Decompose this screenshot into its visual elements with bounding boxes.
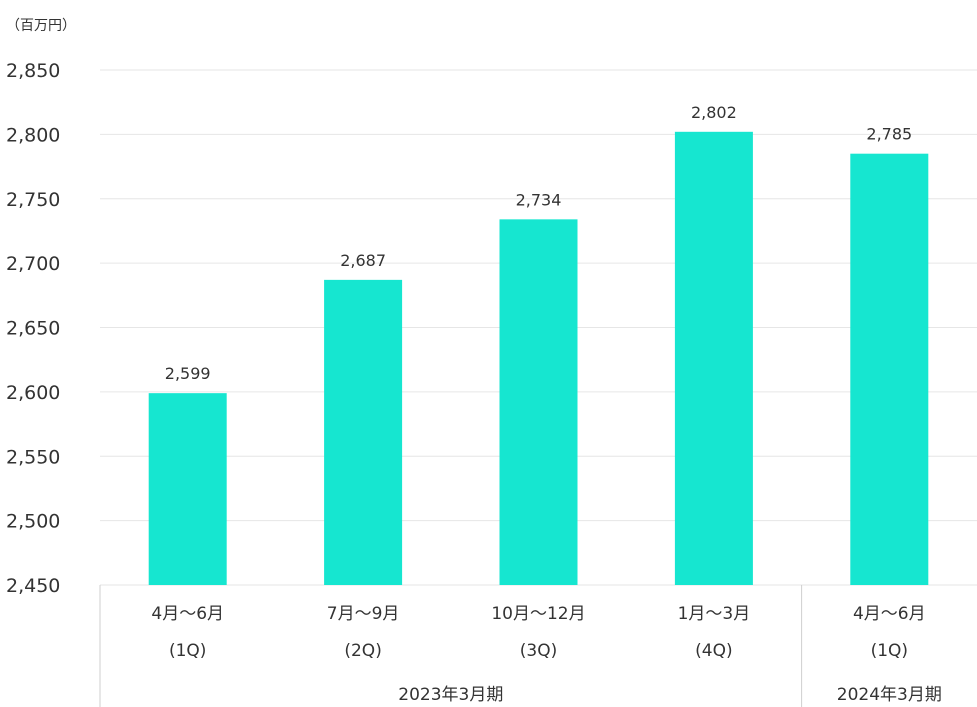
y-tick-label: 2,800 — [6, 124, 60, 146]
data-label: 2,802 — [691, 103, 737, 122]
category-quarter-label: (2Q) — [344, 641, 381, 661]
category-quarter-label: (3Q) — [520, 641, 557, 661]
y-tick-label: 2,450 — [6, 575, 60, 597]
category-quarter-label: (1Q) — [169, 641, 206, 661]
unit-label: （百万円） — [6, 18, 76, 34]
data-label: 2,687 — [340, 251, 386, 270]
category-quarter-label: (1Q) — [871, 641, 908, 661]
category-label: 1月〜3月 — [678, 604, 751, 624]
x-axis: 2023年3月期 2024年3月期 4月〜6月 (1Q) 7月〜9月 (2Q) 10月〜12… — [99, 585, 942, 707]
category-label: 4月〜6月 — [853, 604, 926, 624]
bar — [674, 131, 753, 586]
data-label: 2,734 — [516, 190, 562, 209]
group-label: 2023年3月期 — [398, 685, 503, 705]
category-label: 7月〜9月 — [327, 604, 400, 624]
bars — [148, 131, 929, 586]
data-label: 2,599 — [165, 364, 211, 383]
category-label: 4月〜6月 — [151, 604, 224, 624]
bar — [499, 219, 578, 585]
y-tick-label: 2,700 — [6, 253, 60, 275]
bar — [324, 279, 403, 585]
y-tick-label: 2,600 — [6, 382, 60, 404]
category-quarter-label: (4Q) — [695, 641, 732, 661]
y-tick-label: 2,750 — [6, 189, 60, 211]
y-tick-label: 2,650 — [6, 318, 60, 340]
bar — [148, 393, 227, 585]
y-tick-label: 2,850 — [6, 60, 60, 82]
bar — [850, 153, 929, 585]
category-label: 10月〜12月 — [491, 604, 585, 624]
y-tick-label: 2,500 — [6, 511, 60, 533]
data-label: 2,785 — [866, 125, 912, 144]
y-tick-label: 2,550 — [6, 446, 60, 468]
group-label: 2024年3月期 — [837, 685, 942, 705]
y-axis-tick-labels: 2,450 2,500 2,550 2,600 2,650 2,700 2,750 2,800… — [6, 60, 60, 597]
data-labels: 2,599 2,687 2,734 2,802 2,785 — [165, 103, 912, 383]
